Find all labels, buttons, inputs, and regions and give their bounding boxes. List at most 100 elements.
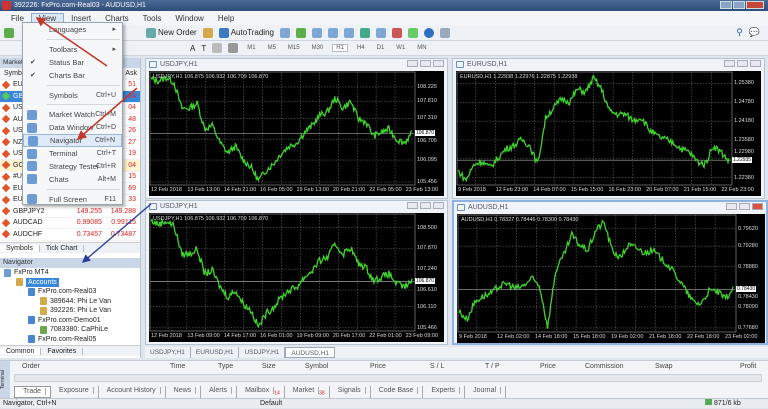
chart-plot[interactable]: EURUSD,H1 1.22938 1.22976 1.22875 1.2293…: [456, 71, 761, 196]
timeframe-m15[interactable]: M15: [287, 45, 300, 51]
chart-window[interactable]: USDJPY,H1 USDJPY,H1 106.875 106.932 106.7…: [145, 200, 448, 345]
cursor-icon[interactable]: A: [190, 43, 196, 53]
chart-window[interactable]: EURUSD,H1 EURUSD,H1 1.22938 1.22976 1.228…: [452, 58, 765, 199]
gold-icon[interactable]: [202, 27, 213, 38]
view-menu-item-status-bar[interactable]: ✔ Status Bar: [23, 56, 122, 69]
chart-tab[interactable]: USDJPY,H1: [145, 347, 191, 358]
chart-plot[interactable]: USDJPY,H1 106.875 106.932 106.709 106.87…: [149, 71, 444, 196]
chart-window-titlebar[interactable]: AUDUSD,H1: [454, 202, 766, 213]
candlestick-icon[interactable]: [295, 27, 306, 38]
navigator-item[interactable]: 389644: Phi Le Van: [0, 297, 140, 307]
tab-account-history[interactable]: Account History: [99, 386, 166, 399]
close-button[interactable]: [746, 1, 764, 9]
tab-alerts[interactable]: Alerts: [201, 386, 238, 399]
navigator-item[interactable]: FxPro.com-Demo01: [0, 316, 140, 326]
timeframe-h1[interactable]: H1: [332, 44, 348, 52]
search-icon[interactable]: ⚲: [736, 27, 743, 37]
timeframe-h4[interactable]: H4: [356, 45, 365, 51]
column-header-size[interactable]: Size: [262, 363, 276, 370]
market-watch-row[interactable]: AUDCHF 0.73457 0.73487: [0, 229, 140, 241]
view-menu-item-chats[interactable]: Chats Alt+M: [23, 173, 122, 186]
zoom-out-icon[interactable]: [343, 27, 354, 38]
column-header-order[interactable]: Order: [22, 363, 40, 370]
timeframe-m5[interactable]: M5: [267, 45, 276, 51]
column-header-type[interactable]: Type: [218, 363, 234, 370]
tab-exposure[interactable]: Exposure: [51, 386, 99, 399]
shapes-icon[interactable]: [228, 43, 239, 53]
market-watch-row[interactable]: EU 33: [0, 195, 140, 206]
tile-windows-icon[interactable]: [359, 27, 370, 38]
column-header-tp[interactable]: T / P: [485, 363, 500, 370]
tab-news[interactable]: News: [166, 386, 202, 399]
chart-maximize-button[interactable]: [739, 203, 750, 210]
chart-shift-icon[interactable]: [375, 27, 386, 38]
navigator-item[interactable]: 392226: Phi Le Van: [0, 306, 140, 316]
chart-minimize-button[interactable]: [726, 203, 737, 210]
navigator-item[interactable]: FxPro.com-Real05: [0, 335, 140, 345]
view-menu-item-symbols[interactable]: Symbols Ctrl+U: [23, 89, 122, 102]
navigator-item[interactable]: FxPro.com-Real03: [0, 287, 140, 297]
view-menu-item-strategy-tester[interactable]: Strategy Tester Ctrl+R: [23, 160, 122, 173]
tab-tick-chart[interactable]: Tick Chart: [40, 244, 85, 252]
chart-close-button[interactable]: [752, 203, 763, 210]
timeframe-d1[interactable]: D1: [376, 45, 385, 51]
bar-chart-icon[interactable]: [279, 27, 290, 38]
chart-window-titlebar[interactable]: USDJPY,H1: [146, 59, 447, 70]
text-label-icon[interactable]: T: [201, 43, 207, 53]
chart-minimize-button[interactable]: [407, 202, 418, 209]
chart-close-button[interactable]: [750, 60, 761, 67]
chart-close-button[interactable]: [433, 60, 444, 67]
timeframe-w1[interactable]: W1: [396, 45, 406, 51]
chart-maximize-button[interactable]: [737, 60, 748, 67]
tab-trade[interactable]: Trade: [14, 386, 52, 399]
chart-maximize-button[interactable]: [420, 60, 431, 67]
minimize-button[interactable]: [720, 1, 732, 9]
chart-window[interactable]: AUDUSD,H1 AUDUSD,H1 0.78327 0.78446 0.783…: [452, 200, 768, 345]
view-menu-item-market-watch[interactable]: Market Watch Ctrl+M: [23, 108, 122, 121]
tab-journal[interactable]: Journal: [465, 386, 507, 399]
column-ask[interactable]: Ask: [125, 70, 137, 77]
menu-help[interactable]: Help: [217, 13, 235, 23]
timeframe-m1[interactable]: M1: [247, 45, 256, 51]
view-menu-item-full-screen[interactable]: Full Screen F11: [23, 193, 122, 206]
navigator-item[interactable]: FxPro MT4: [0, 268, 140, 278]
zoom-in-icon[interactable]: [327, 27, 338, 38]
chart-tab[interactable]: USDJPY,H1: [239, 347, 286, 358]
menu-charts[interactable]: Charts: [105, 13, 129, 23]
tab-symbols[interactable]: Symbols: [0, 244, 40, 252]
view-menu-item-languages[interactable]: Languages ▸: [23, 23, 122, 36]
tab-mailbox[interactable]: Mailbox 14: [237, 386, 285, 399]
chart-plot[interactable]: USDJPY,H1 106.875 106.932 106.709 106.87…: [149, 213, 444, 342]
navigator-item[interactable]: 7083380: CaPhiLe: [0, 325, 140, 335]
tab-experts[interactable]: Experts: [423, 386, 466, 399]
chart-tab-active[interactable]: AUDUSD,H1: [285, 347, 335, 358]
periods-icon[interactable]: [423, 27, 434, 38]
view-menu-item-terminal[interactable]: Terminal Ctrl+T: [23, 147, 122, 160]
maximize-button[interactable]: [733, 1, 745, 9]
column-header-price[interactable]: Price: [540, 363, 556, 370]
column-symbol[interactable]: Symbol: [4, 69, 28, 77]
timeframe-mn[interactable]: MN: [417, 45, 427, 51]
chart-minimize-button[interactable]: [724, 60, 735, 67]
column-header-swap[interactable]: Swap: [655, 363, 673, 370]
view-menu-item-navigator[interactable]: Navigator Ctrl+N: [23, 134, 122, 148]
chart-window-titlebar[interactable]: USDJPY,H1: [146, 201, 447, 212]
tab-market[interactable]: Market 38: [285, 386, 330, 399]
autotrading-button[interactable]: AutoTrading: [218, 27, 274, 38]
templates-icon[interactable]: [439, 27, 450, 38]
menu-file[interactable]: File: [11, 13, 24, 23]
tab-code-base[interactable]: Code Base: [371, 386, 424, 399]
indicators-icon[interactable]: [407, 27, 418, 38]
chart-tab[interactable]: EURUSD,H1: [191, 347, 240, 358]
chart-close-button[interactable]: [433, 202, 444, 209]
column-header-profit[interactable]: Profit: [740, 363, 757, 370]
chart-maximize-button[interactable]: [420, 202, 431, 209]
market-watch-row[interactable]: AUDCAD 0.99085 0.99115: [0, 218, 140, 229]
autoscroll-icon[interactable]: [391, 27, 402, 38]
tab-signals[interactable]: Signals: [330, 386, 371, 399]
tab-favorites[interactable]: Favorites: [41, 347, 84, 355]
view-menu-item-data-window[interactable]: Data Window Ctrl+D: [23, 121, 122, 134]
horizontal-scrollbar[interactable]: [14, 374, 762, 382]
new-order-button[interactable]: New Order: [146, 27, 197, 38]
fibonacci-icon[interactable]: [212, 43, 223, 53]
